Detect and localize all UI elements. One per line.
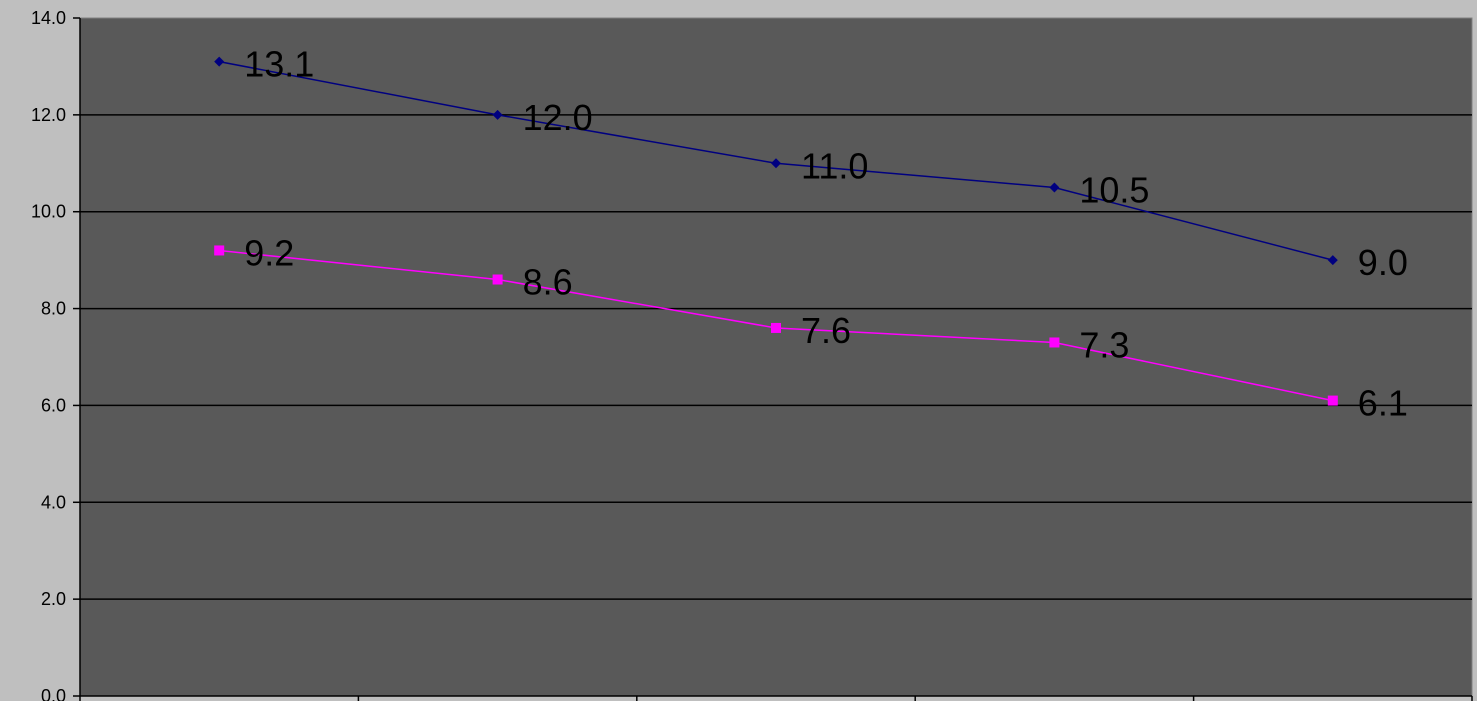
series-1-point bbox=[214, 56, 225, 67]
y-tick-label: 6.0 bbox=[41, 395, 66, 415]
series-1-data-label: 13.1 bbox=[244, 44, 314, 85]
series-1-data-label: 9.0 bbox=[1358, 242, 1408, 283]
series-2-data-label: 7.6 bbox=[801, 310, 851, 351]
series-2-point bbox=[771, 322, 781, 333]
axes: 0.0 2.0 4.0 6.0 8.0 10.0 12.0 14.0 bbox=[31, 8, 1473, 701]
series-2-point bbox=[1049, 337, 1060, 348]
gridlines bbox=[80, 114, 1472, 600]
series-1-point bbox=[771, 158, 781, 169]
series-2-point bbox=[492, 274, 503, 285]
series-2-data-label: 8.6 bbox=[523, 262, 573, 303]
series-2-data-label: 9.2 bbox=[244, 232, 294, 273]
series-1-data-label: 11.0 bbox=[801, 145, 868, 186]
y-tick-label: 8.0 bbox=[41, 299, 66, 319]
series-group bbox=[214, 56, 1338, 406]
y-tick-label: 0.0 bbox=[41, 686, 66, 701]
series-2-point bbox=[214, 245, 225, 256]
series-2-data-label: 6.1 bbox=[1358, 383, 1408, 424]
series-1-data-label: 10.5 bbox=[1079, 170, 1149, 211]
series-1-point bbox=[1049, 182, 1060, 193]
series-1-point bbox=[1327, 255, 1338, 266]
series-1-data-label: 12.0 bbox=[523, 97, 593, 138]
plot-area bbox=[79, 17, 1473, 697]
y-tick-label: 12.0 bbox=[31, 105, 66, 125]
y-tick-label: 2.0 bbox=[41, 589, 66, 609]
y-tick-label: 10.0 bbox=[31, 202, 66, 222]
series-2-data-label: 7.3 bbox=[1079, 324, 1129, 365]
series-1-point bbox=[492, 109, 503, 120]
y-tick-label: 14.0 bbox=[31, 8, 66, 28]
data-labels: 13.1 12.0 11.0 10.5 9.0 9.2 8.6 7.6 7.3 6.1 bbox=[244, 44, 1408, 424]
y-tick-label: 4.0 bbox=[41, 492, 66, 512]
series-2-point bbox=[1327, 395, 1338, 406]
